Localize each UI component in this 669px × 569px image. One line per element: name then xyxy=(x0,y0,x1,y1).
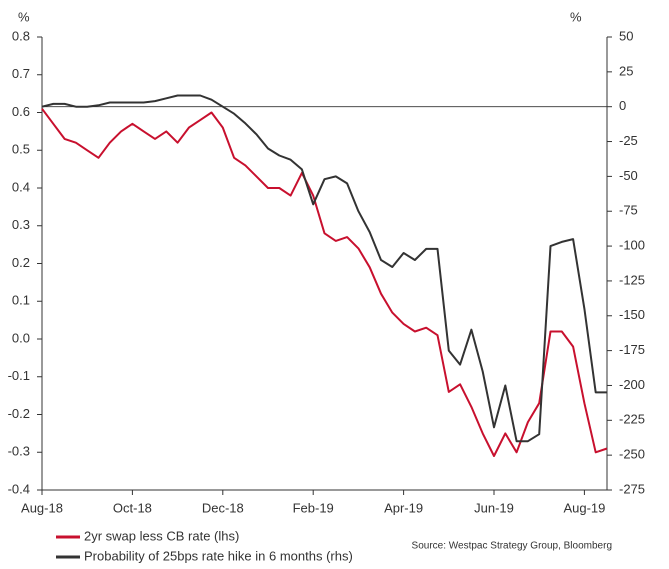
y2-tick-label: -200 xyxy=(619,377,645,392)
y2-tick-label: -175 xyxy=(619,342,645,357)
y2-tick-label: 25 xyxy=(619,63,633,78)
x-tick-label: Aug-19 xyxy=(563,500,605,515)
y-axis-unit: % xyxy=(18,9,30,24)
y-tick-label: 0.4 xyxy=(12,179,30,194)
x-tick-label: Apr-19 xyxy=(384,500,423,515)
y-tick-label: 0.1 xyxy=(12,293,30,308)
y-tick-label: -0.3 xyxy=(8,444,30,459)
y2-tick-label: -150 xyxy=(619,307,645,322)
x-tick-label: Aug-18 xyxy=(21,500,63,515)
y-tick-label: 0.6 xyxy=(12,104,30,119)
y2-tick-label: -25 xyxy=(619,133,638,148)
x-tick-label: Jun-19 xyxy=(474,500,514,515)
y-tick-label: 0.0 xyxy=(12,330,30,345)
y2-tick-label: 0 xyxy=(619,98,626,113)
y2-tick-label: -100 xyxy=(619,238,645,253)
source-note: Source: Westpac Strategy Group, Bloomber… xyxy=(412,541,612,552)
y2-axis-unit: % xyxy=(570,9,582,24)
y-tick-label: 0.7 xyxy=(12,66,30,81)
y-tick-label: -0.4 xyxy=(8,481,30,496)
x-tick-label: Oct-18 xyxy=(113,500,152,515)
y-tick-label: 0.8 xyxy=(12,28,30,43)
x-tick-label: Feb-19 xyxy=(293,500,334,515)
legend-label: Probability of 25bps rate hike in 6 mont… xyxy=(84,548,353,563)
x-tick-label: Dec-18 xyxy=(202,500,244,515)
y2-tick-label: -75 xyxy=(619,203,638,218)
y-tick-label: 0.5 xyxy=(12,142,30,157)
y2-tick-label: -225 xyxy=(619,412,645,427)
y2-tick-label: -50 xyxy=(619,168,638,183)
y-tick-label: -0.1 xyxy=(8,368,30,383)
series-line xyxy=(41,108,608,457)
y2-tick-label: -125 xyxy=(619,272,645,287)
y-tick-label: -0.2 xyxy=(8,406,30,421)
legend-label: 2yr swap less CB rate (lhs) xyxy=(84,528,239,543)
series-line xyxy=(41,94,607,443)
y2-tick-label: -275 xyxy=(619,481,645,496)
y2-tick-label: 50 xyxy=(619,28,633,43)
y-tick-label: 0.3 xyxy=(12,217,30,232)
y-tick-label: 0.2 xyxy=(12,255,30,270)
y2-tick-label: -250 xyxy=(619,447,645,462)
